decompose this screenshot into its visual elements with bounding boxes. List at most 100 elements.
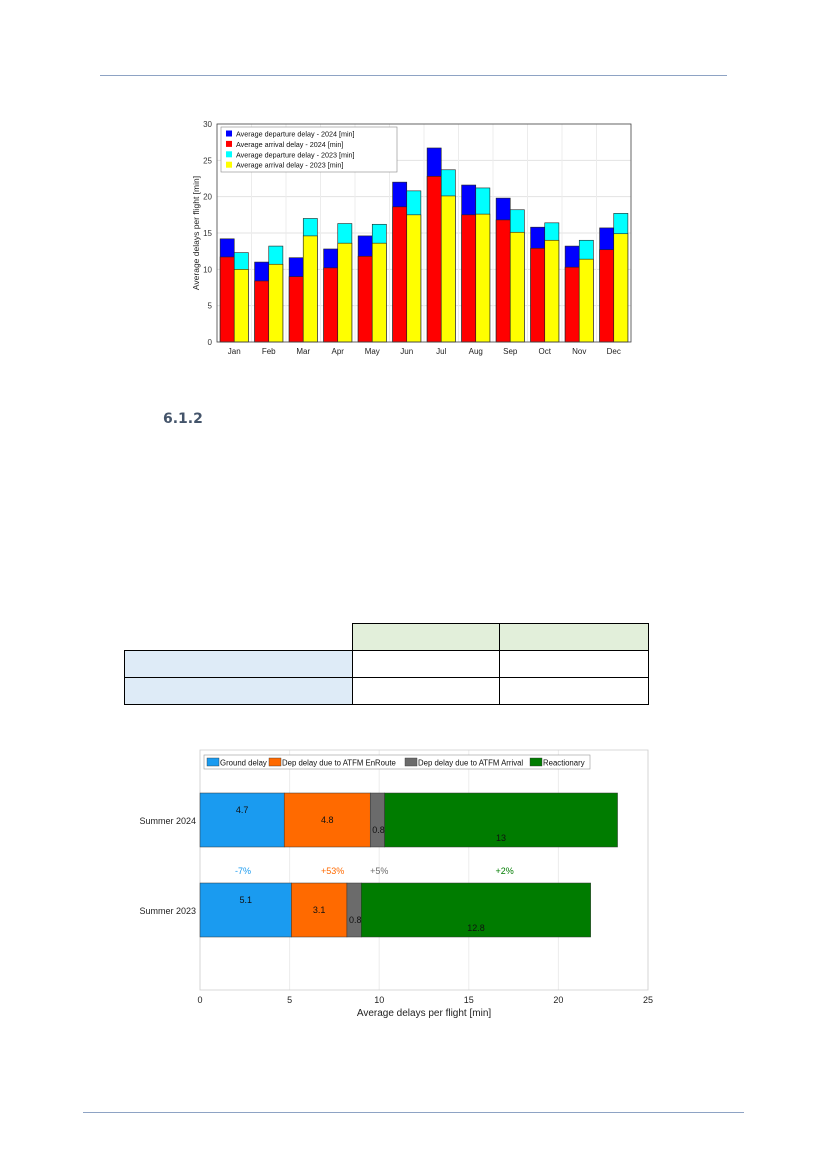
x-tick-label: Apr [332,347,345,356]
data-label: 3.1 [313,905,326,915]
table-cell [498,650,649,678]
y-tick-label: Summer 2024 [139,816,196,826]
legend-swatch [404,757,418,767]
legend-swatch [226,140,232,147]
plot-frame [199,749,649,991]
bar-segment [361,882,591,938]
legend-swatch [268,757,282,767]
bar [254,280,270,343]
bar [406,214,422,343]
bar [392,206,408,343]
bar [440,195,456,343]
table-row-label [124,650,353,678]
bar [495,219,511,343]
table-corner-cell [125,624,353,651]
x-tick-label: Nov [572,347,586,356]
data-label: 0.8 [349,915,362,925]
change-label: -7% [235,866,251,876]
table-row-label [124,677,353,705]
legend-label: Ground delay [220,759,267,768]
header-rule [100,75,727,76]
bar [564,266,580,343]
legend-swatch [206,757,220,767]
change-label: +53% [321,866,344,876]
data-label: 13 [496,833,506,843]
change-label: +2% [496,866,514,876]
y-tick-label: 15 [203,229,212,238]
bar [509,231,525,343]
legend-swatch [529,757,543,767]
comparison-table [124,623,649,705]
bar [371,242,387,343]
bar [357,255,373,343]
x-tick-label: Aug [469,347,483,356]
data-label: 4.8 [321,815,334,825]
bar [233,269,249,343]
table-header-row [125,623,649,651]
bar [268,263,284,343]
legend: Average departure delay - 2024 [min]Aver… [220,126,398,173]
data-label: 12.8 [467,923,485,933]
x-tick-label: Jan [228,347,241,356]
table-row [124,650,649,678]
table-row [124,677,649,705]
x-tick-label: 25 [643,995,653,1005]
table-header-cell [498,623,649,651]
table-cell [351,677,500,705]
bar-segment [369,792,385,848]
legend-swatch [226,161,232,168]
y-tick-label: 25 [203,156,212,165]
table-header-cell [351,623,500,651]
change-label: +5% [370,866,388,876]
bar [288,276,304,343]
y-tick-label: 10 [203,265,212,274]
bar [544,239,560,343]
bar [613,233,629,343]
x-tick-label: Jul [436,347,446,356]
legend-label: Average arrival delay - 2024 [min] [236,140,343,149]
legend-swatch [226,151,232,158]
y-tick-label: 20 [203,193,212,202]
x-tick-label: Feb [262,347,276,356]
x-axis-label: Average delays per flight [min] [357,1008,492,1019]
bar [323,267,339,343]
legend-box [203,754,591,770]
x-tick-label: Mar [296,347,310,356]
bar [302,235,318,343]
x-tick-label: 10 [374,995,384,1005]
bar [219,256,235,343]
legend: Ground delay Dep delay due to ATFM EnRout… [203,754,591,770]
y-tick-label: 30 [203,120,212,129]
bar [578,258,594,343]
bar-segment [384,792,618,848]
legend-label: Average departure delay - 2023 [min] [236,150,355,159]
y-tick-label: 0 [208,338,213,347]
y-tick-label: 5 [208,302,213,311]
bar-segment [291,882,348,938]
footer-rule [83,1112,744,1113]
bar [599,249,615,343]
x-tick-label: Sep [503,347,518,356]
legend-label: Average departure delay - 2024 [min] [236,130,355,139]
legend-label: Dep delay due to ATFM EnRoute [282,759,396,768]
x-tick-label: Jun [400,347,413,356]
x-tick-label: 20 [553,995,563,1005]
legend-label: Reactionary [543,759,585,768]
monthly-delay-chart: 0 5 10 15 20 25 30 Jan Feb Mar Apr May Jun Jul Aug Sep O… [191,120,632,356]
table-cell [498,677,649,705]
legend-swatch [226,130,232,137]
x-tick-label: May [365,347,380,356]
data-label: 0.8 [372,825,385,835]
x-tick-label: 5 [287,995,292,1005]
bar [426,176,442,343]
data-label: 4.7 [236,805,249,815]
bar-segment [346,882,362,938]
section-number: 6.1.2 [163,411,203,427]
plot-frame [216,123,632,343]
bar-segment [199,882,292,938]
table-cell [351,650,500,678]
x-tick-label: Oct [539,347,552,356]
data-label: 5.1 [239,895,252,905]
bar [530,247,546,343]
bar-segment [199,792,285,848]
